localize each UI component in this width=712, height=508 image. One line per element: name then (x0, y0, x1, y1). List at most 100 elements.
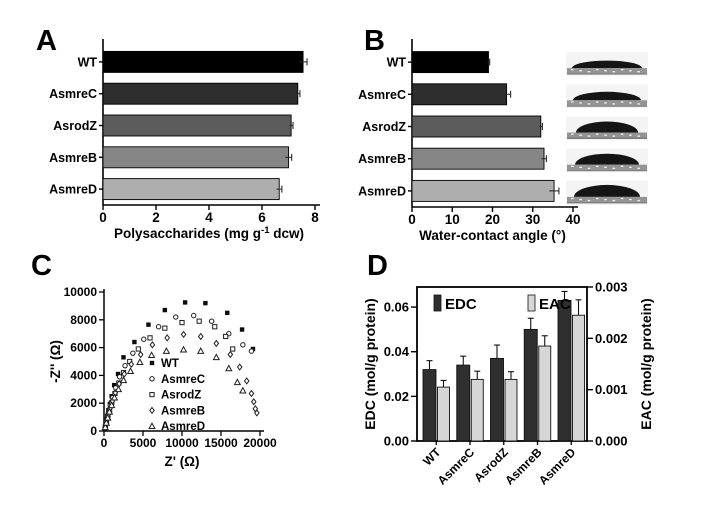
marker-open-square (147, 335, 153, 341)
substrate-edge (567, 105, 647, 107)
substrate-edge (567, 73, 647, 75)
panel-b: B 0 10 20 30 40 WT AsmreC AsrodZ AsmreB AsmreD Wat… (356, 0, 712, 250)
legend-swatch-eac (527, 294, 536, 312)
category-label: AsmreB (49, 151, 97, 165)
panel-c-label: C (31, 250, 52, 282)
substrate-speckle (637, 167, 640, 169)
bar-AsmreB (411, 147, 545, 170)
x-tick-label: 30 (525, 212, 540, 227)
x-tick-label: 10000 (165, 436, 199, 450)
marker-open-square (196, 318, 202, 324)
marker-filled-square (162, 307, 168, 313)
droplet-dome (576, 121, 638, 133)
x-tick-label: 0 (408, 212, 416, 227)
substrate-speckle (587, 167, 591, 169)
legend-label-eac: EAC (539, 296, 571, 313)
marker-open-square (149, 392, 155, 398)
x-tick-label: 15000 (204, 436, 238, 450)
bar-AsmreC (411, 83, 508, 106)
substrate-speckle (620, 133, 624, 135)
marker-filled-square (111, 382, 117, 388)
marker-open-diamond (128, 360, 135, 369)
x-tick-label: 20000 (243, 436, 277, 450)
left-axis-title: EDC (mol/g protein) (362, 298, 378, 429)
marker-open-triangle (101, 423, 109, 431)
substrate-strip (567, 196, 647, 202)
category-label: AsmreC (435, 445, 478, 488)
substrate-speckle (571, 133, 574, 135)
substrate-strip (567, 68, 647, 74)
substrate-speckle (579, 198, 582, 201)
substrate-speckle (629, 102, 632, 104)
legend-label: AsmreB (161, 405, 205, 417)
bar-AsrodZ (411, 115, 542, 138)
y-tick-label: 10000 (64, 285, 98, 299)
substrate-speckle (604, 134, 607, 136)
marker-filled-square (121, 355, 126, 360)
panel-a: A 0 2 4 6 8 WT AsmreC AsrodZ AsmreB AsmreD Polysac… (0, 0, 356, 250)
marker-open-circle (240, 342, 246, 348)
droplet-dome (572, 60, 642, 69)
droplet-photo-AsmreC (566, 84, 648, 109)
marker-open-diamond (121, 370, 128, 378)
substrate-speckle (612, 103, 616, 105)
panel-d-chart: 0.000.020.040.060.0000.0010.0020.003WTAs… (362, 280, 654, 488)
substrate-speckle (571, 101, 574, 103)
left-tick-label: 0.00 (384, 434, 409, 449)
substrate-speckle (595, 165, 599, 167)
marker-open-diamond (243, 377, 250, 385)
droplet-dome (575, 153, 639, 165)
substrate-edge (567, 201, 647, 204)
marker-open-circle (130, 350, 136, 356)
right-tick-label: 0.003 (595, 280, 628, 295)
marker-open-circle (191, 312, 197, 319)
marker-open-diamond (213, 339, 220, 348)
marker-open-circle (173, 314, 179, 320)
bar-eac-AsrodZ (504, 378, 518, 442)
x-tick-label: 8 (311, 210, 319, 225)
droplet-photo-AsrodZ (566, 116, 648, 141)
marker-filled-square (146, 322, 151, 327)
marker-open-square (223, 333, 229, 340)
substrate-strip (567, 132, 647, 138)
x-tick-label: 20 (485, 212, 500, 227)
marker-open-triangle (110, 393, 119, 401)
substrate-speckle (604, 166, 607, 168)
category-label: AsmreB (358, 152, 406, 166)
left-tick-label: 0.04 (384, 344, 410, 359)
legend-label: AsrodZ (161, 390, 201, 402)
substrate-speckle (629, 70, 632, 72)
substrate-speckle (612, 71, 616, 73)
droplet-dome (574, 184, 640, 197)
substrate-speckle (587, 199, 591, 202)
marker-open-triangle (196, 347, 205, 354)
marker-filled-square (239, 327, 245, 332)
marker-open-triangle (136, 358, 144, 365)
panel-a-label: A (36, 25, 57, 57)
y-tick-label: 0 (90, 424, 97, 438)
bar-AsrodZ (102, 114, 292, 137)
bar-WT (102, 50, 304, 73)
category-label: AsrodZ (362, 120, 406, 134)
category-label: WT (387, 56, 407, 70)
marker-open-triangle (225, 364, 233, 372)
marker-open-diamond (227, 350, 234, 359)
marker-open-triangle (212, 353, 221, 361)
marker-open-triangle (162, 347, 171, 354)
marker-open-square (212, 324, 218, 330)
marker-filled-square (149, 360, 155, 366)
marker-open-diamond (137, 350, 144, 359)
marker-open-circle (122, 362, 128, 369)
marker-open-triangle (105, 407, 114, 415)
substrate-strip (567, 164, 647, 170)
bar-eac-AsmreB (538, 345, 552, 442)
substrate-speckle (604, 70, 607, 72)
x-tick-label: 2 (152, 210, 160, 225)
left-tick-label: 0.06 (384, 300, 409, 315)
substrate-speckle (587, 71, 591, 73)
substrate-speckle (612, 199, 616, 202)
x-axis-title: Polysaccharides (mg g-1 dcw) (114, 225, 304, 241)
marker-open-triangle (119, 376, 128, 384)
substrate-speckle (637, 199, 640, 202)
legend-swatch-edc (433, 294, 442, 312)
